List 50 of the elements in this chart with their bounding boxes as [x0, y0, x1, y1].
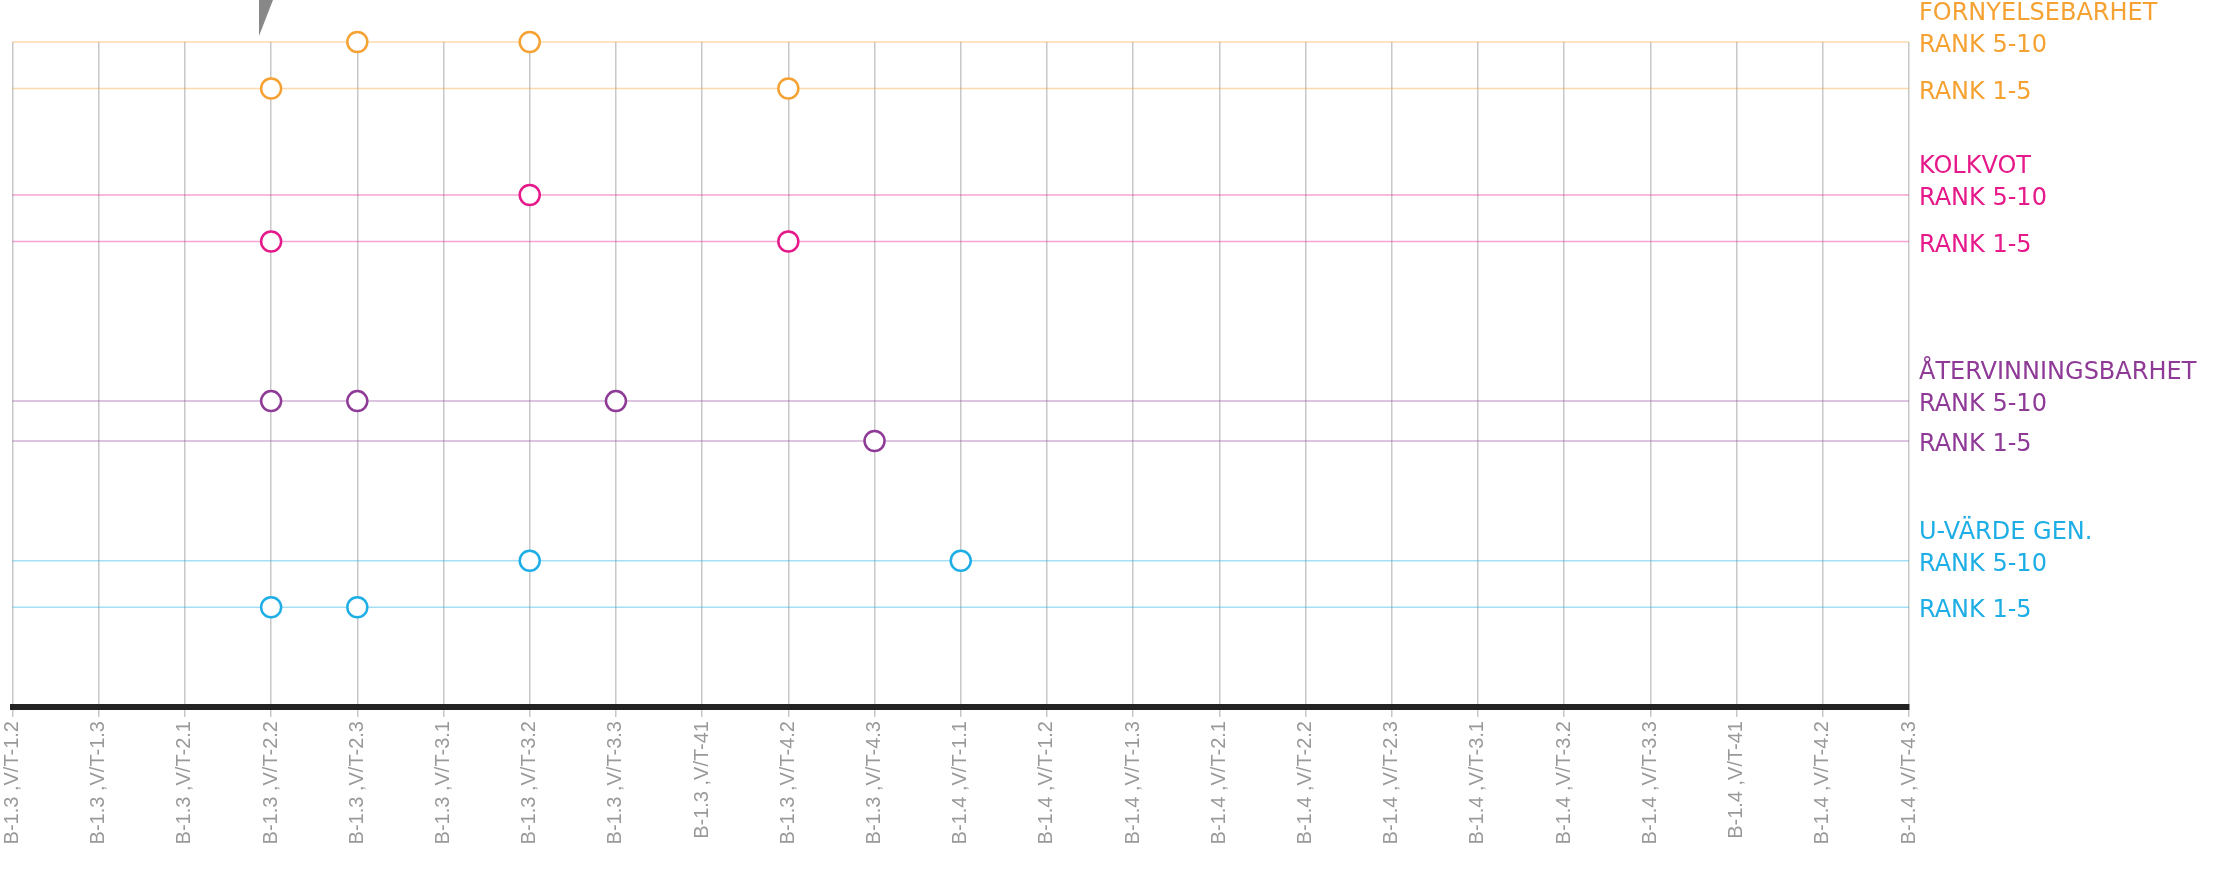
- point: [346, 30, 369, 54]
- x-tick-label: B-1.4 ,V/T-4.2: [1810, 721, 1833, 845]
- point: [259, 230, 283, 253]
- ref-line-label: RANK 5-10: [1919, 389, 2047, 418]
- x-tick-label: B-1.4 ,V/T-2.1: [1206, 721, 1229, 845]
- x-tick-label: B-1.4 ,V/T-1.2: [1034, 721, 1057, 845]
- ref-line-label: RANK 1-5: [1919, 595, 2032, 624]
- point: [604, 389, 628, 413]
- point: [259, 389, 283, 413]
- x-tick-label: B-1.3 ,V/T-2.3: [344, 721, 367, 845]
- ref-line-label: RANK 1-5: [1919, 76, 2032, 105]
- x-tick-label: B-1.3 ,V/T-2.1: [172, 721, 195, 845]
- ref-line-label: RANK 5-10: [1919, 30, 2047, 59]
- x-tick-label: B-1.4 ,V/T-3.2: [1551, 721, 1574, 845]
- x-tick-label: B-1.4 ,V/T-2.2: [1293, 721, 1316, 845]
- point: [518, 549, 541, 572]
- point: [777, 77, 800, 100]
- point: [346, 596, 369, 619]
- x-tick-label: B-1.4 ,V/T-4.3: [1896, 721, 1919, 845]
- point: [346, 389, 369, 413]
- text: KOLKVOT: [1919, 151, 2032, 180]
- x-tick-label: B-1.4 ,V/T-1.1: [948, 721, 971, 845]
- x-tick-label: B-1.3 ,V/T-3.2: [517, 721, 540, 845]
- point: [518, 183, 541, 207]
- x-tick-label: B-1.4 ,V/T-2.3: [1379, 721, 1402, 845]
- x-tick-label: B-1.3 ,V/T-41: [689, 721, 712, 839]
- x-tick-label: B-1.3 ,V/T-1.2: [0, 721, 23, 845]
- text: FÖRNYELSEBARHET: [1919, 0, 2158, 27]
- ref-line-label: RANK 5-10: [1919, 183, 2047, 212]
- point: [949, 549, 972, 572]
- x-tick-label: B-1.3 ,V/T-4.2: [775, 721, 798, 845]
- ref-line-label: RANK 1-5: [1919, 229, 2032, 258]
- x-tick-label: B-1.4 ,V/T-1.3: [1120, 721, 1143, 845]
- text: U-VÄRDE GEN.: [1919, 515, 2093, 545]
- point: [863, 429, 886, 453]
- point: [518, 30, 541, 54]
- x-tick-label: B-1.3 ,V/T-4.3: [862, 721, 885, 845]
- x-tick-label: B-1.3 ,V/T-1.3: [86, 721, 109, 845]
- x-tick-label: B-1.3 ,V/T-3.1: [431, 721, 454, 845]
- x-tick-label: B-1.4 ,V/T-3.3: [1637, 721, 1660, 845]
- point: [259, 596, 283, 619]
- x-tick-label: B-1.3 ,V/T-3.3: [603, 721, 626, 845]
- x-tick-label: B-1.4 ,V/T-41: [1724, 721, 1747, 839]
- point: [259, 77, 283, 100]
- ref-line-label: RANK 1-5: [1919, 429, 2032, 458]
- x-tick-label: B-1.4 ,V/T-3.1: [1465, 721, 1488, 845]
- ref-line-label: RANK 5-10: [1919, 548, 2047, 577]
- x-tick-label: B-1.3 ,V/T-2.2: [258, 721, 281, 845]
- point: [777, 230, 800, 253]
- text: ÅTERVINNINGSBARHET: [1919, 356, 2197, 386]
